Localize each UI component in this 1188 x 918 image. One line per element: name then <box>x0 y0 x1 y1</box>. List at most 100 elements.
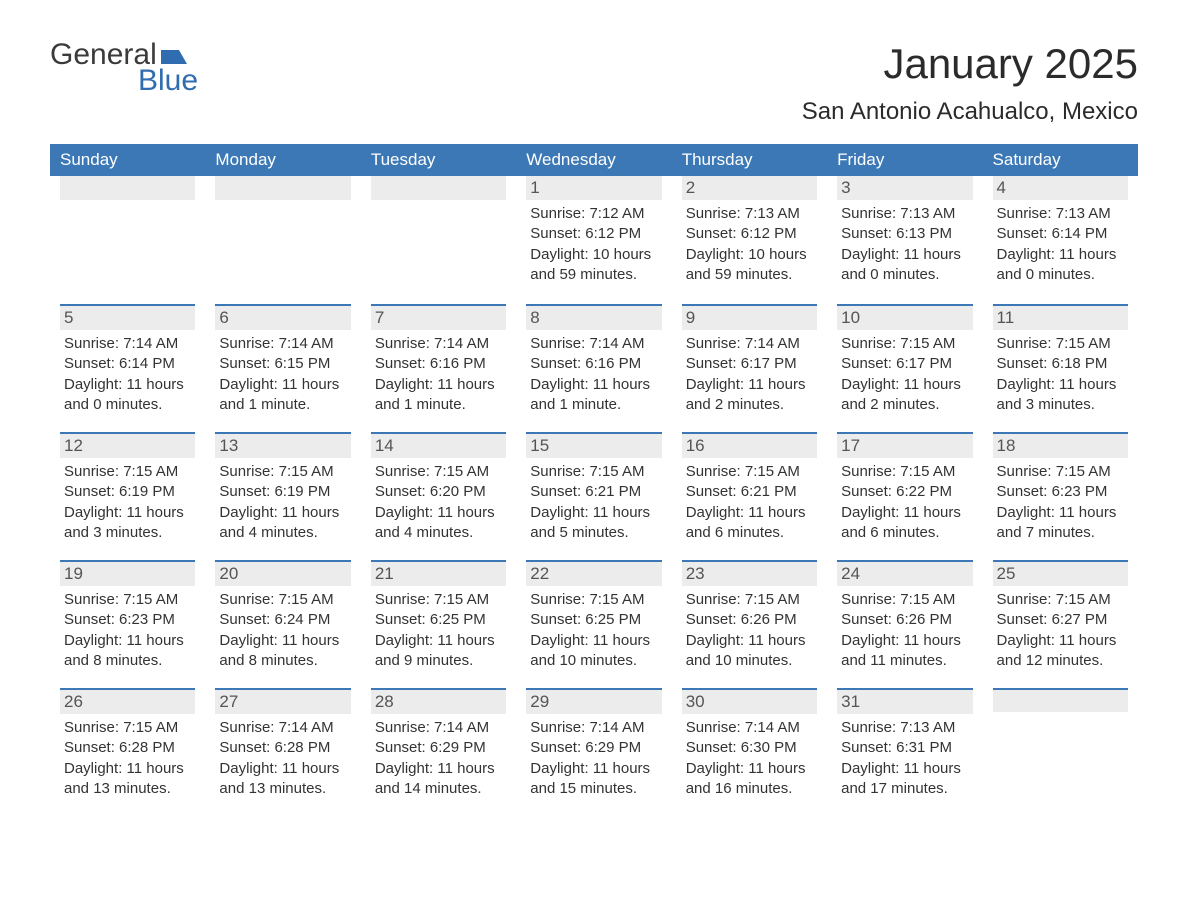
sunset-line: Sunset: 6:18 PM <box>997 354 1124 374</box>
sunrise-line: Sunrise: 7:15 AM <box>841 334 968 354</box>
sunset-line: Sunset: 6:26 PM <box>686 610 813 630</box>
day-number: 16 <box>682 432 817 458</box>
day-details: Sunrise: 7:15 AMSunset: 6:25 PMDaylight:… <box>526 590 661 671</box>
day-cell: 12Sunrise: 7:15 AMSunset: 6:19 PMDayligh… <box>50 432 205 560</box>
day-details: Sunrise: 7:15 AMSunset: 6:26 PMDaylight:… <box>682 590 817 671</box>
day-number: 6 <box>215 304 350 330</box>
sunset-line: Sunset: 6:30 PM <box>686 738 813 758</box>
day-cell: 19 Sunrise: 7:15 AMSunset: 6:23 PMDayligh… <box>50 560 205 688</box>
day-details: Sunrise: 7:15 AMSunset: 6:21 PMDaylight:… <box>526 462 661 543</box>
day-number: 7 <box>371 304 506 330</box>
sunrise-line: Sunrise: 7:15 AM <box>997 590 1124 610</box>
day-number: 17 <box>837 432 972 458</box>
daylight-line: Daylight: 11 hours and 14 minutes. <box>375 759 502 800</box>
day-details: Sunrise: 7:15 AMSunset: 6:22 PMDaylight:… <box>837 462 972 543</box>
sunset-line: Sunset: 6:14 PM <box>997 224 1124 244</box>
daylight-line: Daylight: 11 hours and 11 minutes. <box>841 631 968 672</box>
day-details: Sunrise: 7:14 AMSunset: 6:14 PMDaylight:… <box>60 334 195 415</box>
day-number: 18 <box>993 432 1128 458</box>
sunrise-line: Sunrise: 7:15 AM <box>686 462 813 482</box>
sunset-line: Sunset: 6:23 PM <box>997 482 1124 502</box>
weekday-header: Wednesday <box>516 144 671 176</box>
daylight-line: Daylight: 11 hours and 13 minutes. <box>219 759 346 800</box>
day-cell: 8Sunrise: 7:14 AMSunset: 6:16 PMDaylight… <box>516 304 671 432</box>
day-details: Sunrise: 7:15 AMSunset: 6:27 PMDaylight:… <box>993 590 1128 671</box>
sunset-line: Sunset: 6:13 PM <box>841 224 968 244</box>
logo: General Blue <box>50 40 198 96</box>
sunset-line: Sunset: 6:25 PM <box>530 610 657 630</box>
flag-icon <box>161 40 187 58</box>
day-details: Sunrise: 7:14 AMSunset: 6:17 PMDaylight:… <box>682 334 817 415</box>
sunrise-line: Sunrise: 7:14 AM <box>219 718 346 738</box>
day-cell <box>205 176 360 304</box>
sunset-line: Sunset: 6:19 PM <box>64 482 191 502</box>
day-cell: 11Sunrise: 7:15 AMSunset: 6:18 PMDayligh… <box>983 304 1138 432</box>
sunset-line: Sunset: 6:25 PM <box>375 610 502 630</box>
sunset-line: Sunset: 6:23 PM <box>64 610 191 630</box>
sunrise-line: Sunrise: 7:14 AM <box>686 718 813 738</box>
day-number: 10 <box>837 304 972 330</box>
sunrise-line: Sunrise: 7:14 AM <box>375 334 502 354</box>
weekday-header: Friday <box>827 144 982 176</box>
month-title: January 2025 <box>802 40 1138 88</box>
daylight-line: Daylight: 11 hours and 2 minutes. <box>686 375 813 416</box>
day-number: 1 <box>526 176 661 200</box>
sunrise-line: Sunrise: 7:15 AM <box>375 590 502 610</box>
sunset-line: Sunset: 6:16 PM <box>530 354 657 374</box>
weekday-header: Tuesday <box>361 144 516 176</box>
daylight-line: Daylight: 11 hours and 0 minutes. <box>64 375 191 416</box>
daylight-line: Daylight: 11 hours and 1 minute. <box>375 375 502 416</box>
sunrise-line: Sunrise: 7:15 AM <box>64 718 191 738</box>
day-cell: 27Sunrise: 7:14 AMSunset: 6:28 PMDayligh… <box>205 688 360 816</box>
day-details: Sunrise: 7:13 AMSunset: 6:13 PMDaylight:… <box>837 204 972 285</box>
day-number: 24 <box>837 560 972 586</box>
sunrise-line: Sunrise: 7:15 AM <box>64 590 191 610</box>
day-number: 25 <box>993 560 1128 586</box>
day-details: Sunrise: 7:14 AMSunset: 6:16 PMDaylight:… <box>371 334 506 415</box>
daylight-line: Daylight: 11 hours and 0 minutes. <box>841 245 968 286</box>
day-cell <box>983 688 1138 816</box>
sunset-line: Sunset: 6:16 PM <box>375 354 502 374</box>
daylight-line: Daylight: 11 hours and 8 minutes. <box>219 631 346 672</box>
logo-word2: Blue <box>50 66 198 96</box>
day-details: Sunrise: 7:14 AMSunset: 6:29 PMDaylight:… <box>526 718 661 799</box>
daylight-line: Daylight: 10 hours and 59 minutes. <box>530 245 657 286</box>
sunset-line: Sunset: 6:29 PM <box>530 738 657 758</box>
day-cell: 22Sunrise: 7:15 AMSunset: 6:25 PMDayligh… <box>516 560 671 688</box>
daylight-line: Daylight: 11 hours and 1 minute. <box>530 375 657 416</box>
day-number: 19 <box>60 560 195 586</box>
day-details: Sunrise: 7:13 AMSunset: 6:31 PMDaylight:… <box>837 718 972 799</box>
day-details: Sunrise: 7:14 AMSunset: 6:28 PMDaylight:… <box>215 718 350 799</box>
weekday-header: Sunday <box>50 144 205 176</box>
sunrise-line: Sunrise: 7:13 AM <box>686 204 813 224</box>
day-cell: 24Sunrise: 7:15 AMSunset: 6:26 PMDayligh… <box>827 560 982 688</box>
calendar-table: SundayMondayTuesdayWednesdayThursdayFrid… <box>50 144 1138 816</box>
day-details: Sunrise: 7:15 AMSunset: 6:17 PMDaylight:… <box>837 334 972 415</box>
sunrise-line: Sunrise: 7:15 AM <box>686 590 813 610</box>
daylight-line: Daylight: 11 hours and 6 minutes. <box>686 503 813 544</box>
sunrise-line: Sunrise: 7:15 AM <box>997 462 1124 482</box>
day-details: Sunrise: 7:15 AMSunset: 6:18 PMDaylight:… <box>993 334 1128 415</box>
daylight-line: Daylight: 11 hours and 6 minutes. <box>841 503 968 544</box>
weekday-header: Thursday <box>672 144 827 176</box>
daylight-line: Daylight: 11 hours and 10 minutes. <box>530 631 657 672</box>
empty-day <box>60 176 195 200</box>
sunrise-line: Sunrise: 7:14 AM <box>530 334 657 354</box>
sunset-line: Sunset: 6:28 PM <box>64 738 191 758</box>
daylight-line: Daylight: 11 hours and 3 minutes. <box>997 375 1124 416</box>
sunrise-line: Sunrise: 7:15 AM <box>997 334 1124 354</box>
day-cell: 3Sunrise: 7:13 AMSunset: 6:13 PMDaylight… <box>827 176 982 304</box>
week-row: 1Sunrise: 7:12 AMSunset: 6:12 PMDaylight… <box>50 176 1138 304</box>
sunset-line: Sunset: 6:12 PM <box>686 224 813 244</box>
daylight-line: Daylight: 10 hours and 59 minutes. <box>686 245 813 286</box>
sunset-line: Sunset: 6:26 PM <box>841 610 968 630</box>
sunset-line: Sunset: 6:29 PM <box>375 738 502 758</box>
sunset-line: Sunset: 6:17 PM <box>841 354 968 374</box>
day-details: Sunrise: 7:15 AMSunset: 6:23 PMDaylight:… <box>60 590 195 671</box>
daylight-line: Daylight: 11 hours and 9 minutes. <box>375 631 502 672</box>
day-number: 20 <box>215 560 350 586</box>
day-cell: 17 Sunrise: 7:15 AMSunset: 6:22 PMDayligh… <box>827 432 982 560</box>
day-details: Sunrise: 7:15 AMSunset: 6:20 PMDaylight:… <box>371 462 506 543</box>
sunset-line: Sunset: 6:12 PM <box>530 224 657 244</box>
location: San Antonio Acahualco, Mexico <box>802 98 1138 126</box>
